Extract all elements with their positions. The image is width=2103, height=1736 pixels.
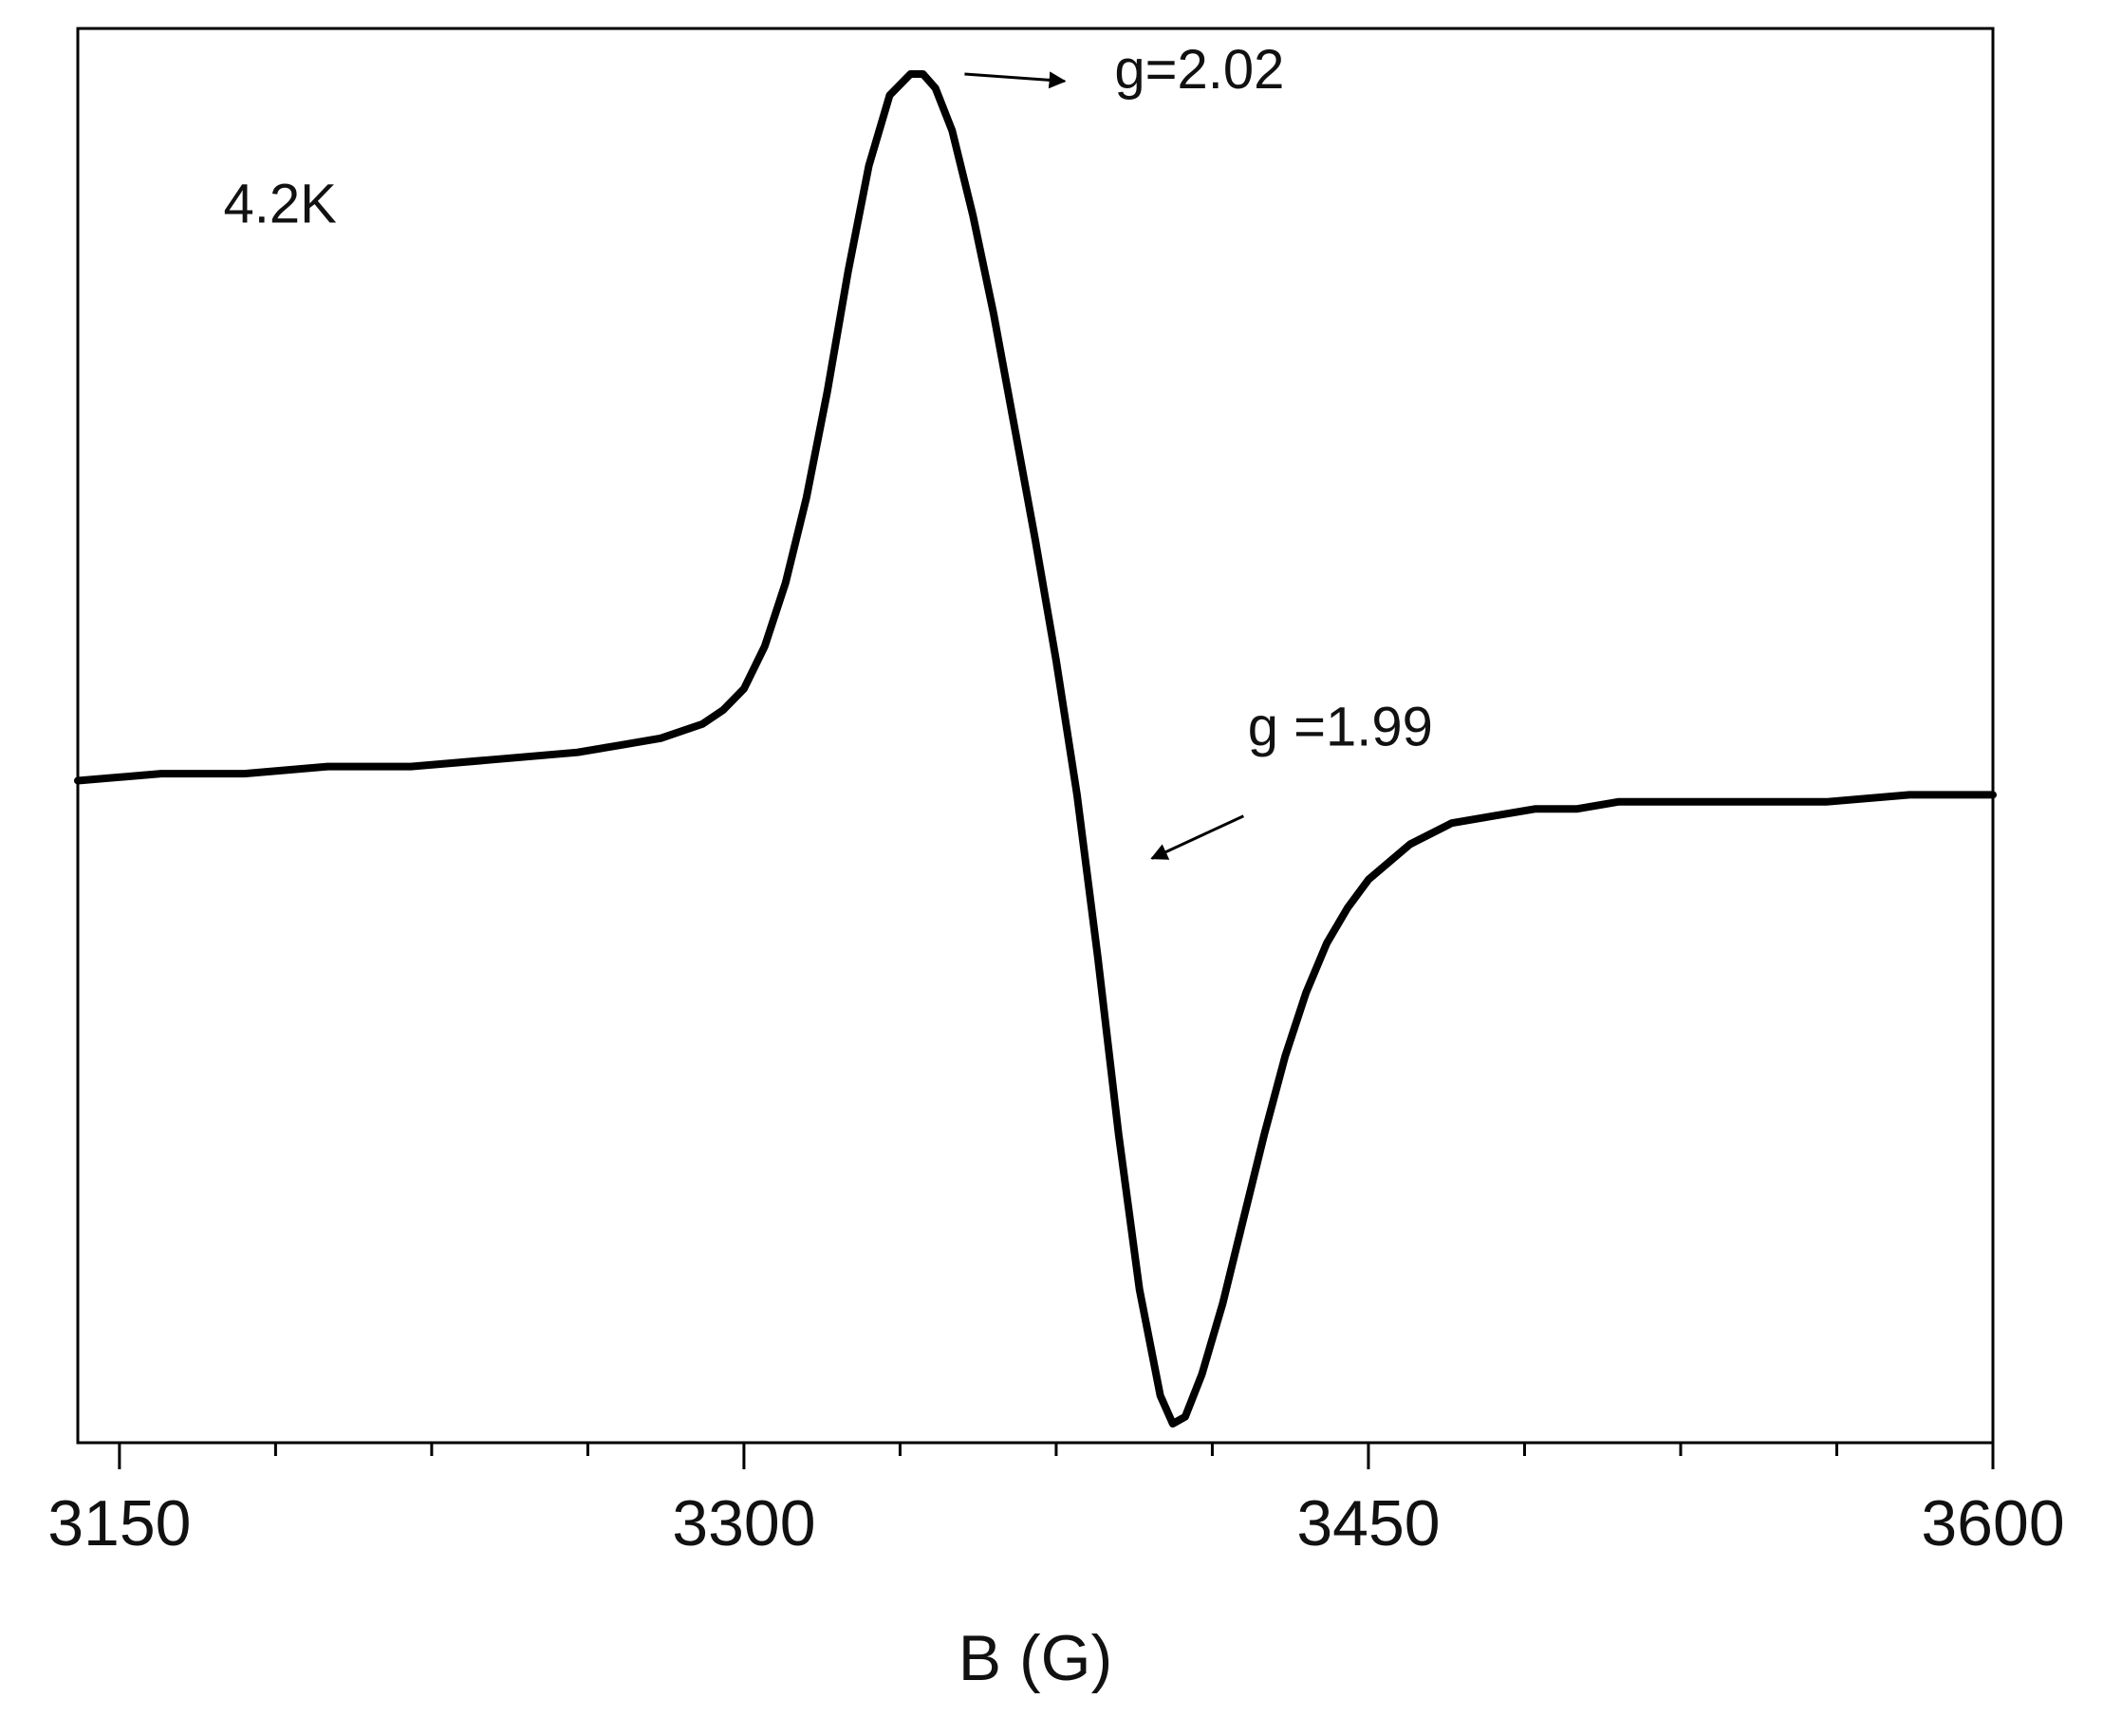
series-line xyxy=(74,70,1997,1428)
x-axis-label: B (G) xyxy=(958,1622,1112,1694)
annotations: 4.2K g=2.02 g =1.99 xyxy=(224,39,1433,860)
x-tick-label: 3450 xyxy=(1296,1487,1440,1559)
annotation-text: 4.2K xyxy=(224,173,338,234)
x-axis-tick-labels: 3150 3300 3450 3600 xyxy=(47,1487,2064,1559)
x-axis-ticks xyxy=(118,1443,1995,1469)
x-tick-label: 3600 xyxy=(1921,1487,2064,1559)
annotation-text: g =1.99 xyxy=(1248,696,1433,757)
x-tick-label: 3150 xyxy=(47,1487,191,1559)
annotation-arrow xyxy=(964,71,1067,89)
plot-frame xyxy=(76,27,1995,1445)
annotation-arrow xyxy=(1150,814,1244,860)
annotation-text: g=2.02 xyxy=(1114,39,1284,101)
x-tick-label: 3300 xyxy=(672,1487,815,1559)
